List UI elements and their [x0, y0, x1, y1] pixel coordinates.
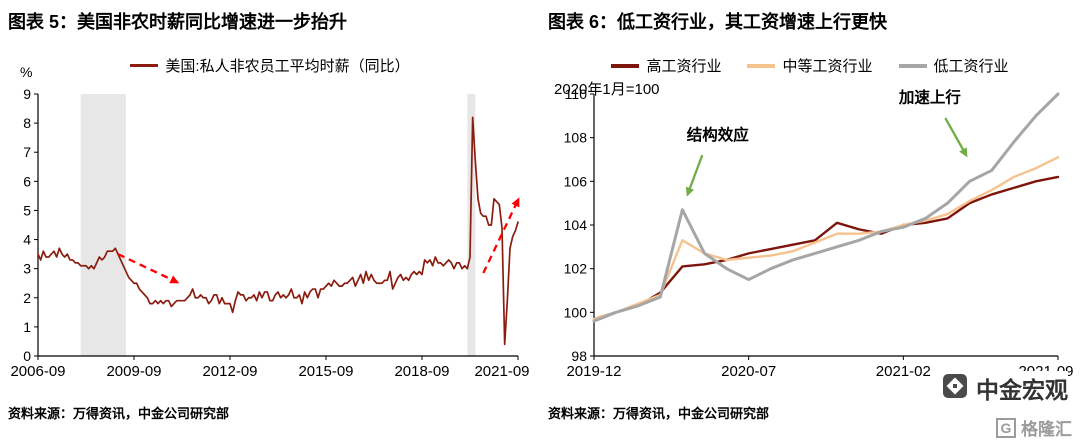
series-line-0	[592, 175, 1060, 321]
y-tick-label: 8	[23, 115, 31, 131]
series-line-1	[592, 156, 1060, 321]
chart-6-plot: 98 100 102 104 106 108 110 2019-12 2020-07 2021-0…	[564, 86, 1074, 380]
trend-arrow-line	[117, 253, 175, 282]
legend-label: 低工资行业	[933, 58, 1009, 75]
y-tick-label: 1	[23, 319, 31, 335]
y-tick-label: 98	[571, 348, 587, 364]
legend-label: 美国:私人非农员工平均时薪（同比）	[165, 58, 410, 75]
chart-5-source: 资料来源：万得资讯，中金公司研究部	[8, 406, 230, 421]
series-line-0	[37, 116, 519, 346]
chart-5-title: 图表 5：美国非农时薪同比增速进一步抬升	[8, 12, 348, 32]
legend-item: 高工资行业	[611, 55, 721, 76]
legend-label: 高工资行业	[646, 58, 722, 75]
gelonghui-logo: G 格隆汇	[996, 415, 1072, 440]
watermark-brand: 中金宏观	[976, 377, 1068, 403]
legend-swatch	[611, 63, 640, 68]
y-tick-label: 0	[23, 348, 31, 364]
gelonghui-label: 格隆汇	[1021, 420, 1072, 439]
legend-item: 美国:私人非农员工平均时薪（同比）	[130, 55, 410, 76]
chart-5-plot: 0 1 2 3 4 5 6 7 8 9 2006-09 2009-09 2012-09 2015-09 20…	[10, 86, 529, 380]
x-tick-label: 2012-09	[202, 363, 257, 380]
cicc-logo-icon	[942, 373, 968, 404]
x-tick-label: 2009-09	[106, 363, 161, 380]
trend-arrow-line	[687, 154, 704, 192]
y-tick-label: 108	[564, 130, 588, 146]
x-tick-label: 2018-09	[394, 363, 449, 380]
annotation-text: 加速上行	[898, 88, 962, 107]
legend-swatch	[898, 63, 927, 68]
y-tick-label: 2	[23, 290, 31, 306]
legend-swatch	[747, 63, 776, 68]
trend-arrow-head	[169, 275, 180, 284]
trend-arrow-line	[482, 202, 518, 274]
legend-item: 中等工资行业	[747, 55, 873, 76]
x-tick-label: 2021-09	[474, 363, 529, 380]
x-tick-label: 2019-12	[566, 363, 621, 380]
y-tick-label: 5	[23, 202, 31, 218]
y-tick-label: 100	[564, 304, 588, 320]
x-tick-label: 2015-09	[298, 363, 353, 380]
y-tick-label: 104	[564, 217, 588, 233]
recession-band	[80, 94, 126, 356]
trend-arrow-line	[944, 117, 966, 153]
y-tick-label: 106	[564, 173, 588, 189]
trend-arrow-head	[959, 147, 968, 158]
chart-5-legend: 美国:私人非农员工平均时薪（同比）	[0, 55, 540, 76]
y-tick-label: 7	[23, 144, 31, 160]
y-tick-label: 3	[23, 261, 31, 277]
trend-arrow-head	[511, 197, 520, 208]
x-tick-label: 2006-09	[10, 363, 65, 380]
legend-label: 中等工资行业	[782, 58, 873, 75]
x-tick-label: 2020-07	[721, 363, 776, 380]
chart-6-panel: 图表 6：低工资行业，其工资增速上行更快 高工资行业 中等工资行业 低工资行业 20…	[540, 0, 1080, 437]
annotation-text: 结构效应	[686, 125, 750, 144]
x-tick-label: 2021-02	[876, 363, 931, 380]
chart-6-title: 图表 6：低工资行业，其工资增速上行更快	[548, 12, 888, 32]
y-tick-label: 6	[23, 173, 31, 189]
chart-6-unit-label: 2020年1月=100	[554, 81, 660, 98]
legend-item: 低工资行业	[898, 55, 1009, 76]
y-tick-label: 110	[565, 86, 588, 102]
cicc-macro-watermark: 中金宏观	[938, 371, 1068, 405]
y-tick-label: 9	[23, 86, 31, 102]
gelonghui-g-icon: G	[996, 417, 1016, 438]
chart-5-panel: 图表 5：美国非农时薪同比增速进一步抬升 美国:私人非农员工平均时薪（同比） %…	[0, 0, 540, 437]
chart-6-legend: 高工资行业 中等工资行业 低工资行业	[540, 55, 1080, 76]
y-tick-label: 4	[23, 232, 31, 248]
series-line-2	[592, 92, 1060, 323]
legend-swatch	[130, 64, 159, 67]
chart-5-unit-label: %	[20, 64, 33, 80]
trend-arrow-head	[685, 186, 695, 197]
chart-6-source: 资料来源：万得资讯，中金公司研究部	[548, 406, 770, 421]
y-tick-label: 102	[564, 261, 588, 277]
